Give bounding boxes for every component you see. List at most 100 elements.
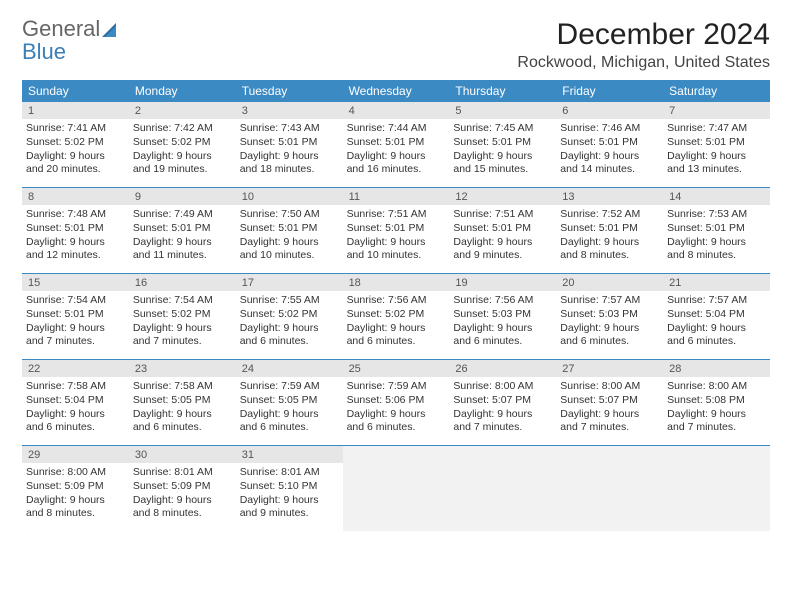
calendar-cell: 29Sunrise: 8:00 AMSunset: 5:09 PMDayligh… bbox=[22, 445, 129, 531]
sunrise-line: Sunrise: 8:00 AM bbox=[453, 380, 552, 394]
daylight-line: Daylight: 9 hours and 7 minutes. bbox=[560, 408, 659, 435]
daylight-line: Daylight: 9 hours and 6 minutes. bbox=[133, 408, 232, 435]
day-number: 16 bbox=[129, 274, 236, 291]
sunset-line: Sunset: 5:05 PM bbox=[240, 394, 339, 408]
calendar-cell: 30Sunrise: 8:01 AMSunset: 5:09 PMDayligh… bbox=[129, 445, 236, 531]
daylight-line: Daylight: 9 hours and 6 minutes. bbox=[240, 322, 339, 349]
calendar-cell: 25Sunrise: 7:59 AMSunset: 5:06 PMDayligh… bbox=[343, 359, 450, 445]
sunrise-line: Sunrise: 7:42 AM bbox=[133, 122, 232, 136]
brand-part2: Blue bbox=[22, 39, 66, 64]
day-header: Wednesday bbox=[343, 80, 450, 101]
day-number: 12 bbox=[449, 188, 556, 205]
calendar-cell bbox=[343, 445, 450, 531]
day-number: 7 bbox=[663, 102, 770, 119]
sunset-line: Sunset: 5:01 PM bbox=[240, 136, 339, 150]
sunset-line: Sunset: 5:01 PM bbox=[667, 222, 766, 236]
sunrise-line: Sunrise: 7:41 AM bbox=[26, 122, 125, 136]
calendar-cell bbox=[449, 445, 556, 531]
calendar-cell: 28Sunrise: 8:00 AMSunset: 5:08 PMDayligh… bbox=[663, 359, 770, 445]
day-number: 5 bbox=[449, 102, 556, 119]
sunrise-line: Sunrise: 7:50 AM bbox=[240, 208, 339, 222]
calendar-cell: 9Sunrise: 7:49 AMSunset: 5:01 PMDaylight… bbox=[129, 187, 236, 273]
calendar-cell: 1Sunrise: 7:41 AMSunset: 5:02 PMDaylight… bbox=[22, 101, 129, 187]
daylight-line: Daylight: 9 hours and 6 minutes. bbox=[560, 322, 659, 349]
day-number: 4 bbox=[343, 102, 450, 119]
sunrise-line: Sunrise: 7:54 AM bbox=[26, 294, 125, 308]
sunset-line: Sunset: 5:04 PM bbox=[26, 394, 125, 408]
calendar-cell: 11Sunrise: 7:51 AMSunset: 5:01 PMDayligh… bbox=[343, 187, 450, 273]
calendar-cell: 31Sunrise: 8:01 AMSunset: 5:10 PMDayligh… bbox=[236, 445, 343, 531]
sunrise-line: Sunrise: 7:57 AM bbox=[560, 294, 659, 308]
daylight-line: Daylight: 9 hours and 7 minutes. bbox=[26, 322, 125, 349]
calendar-cell: 21Sunrise: 7:57 AMSunset: 5:04 PMDayligh… bbox=[663, 273, 770, 359]
calendar-cell: 19Sunrise: 7:56 AMSunset: 5:03 PMDayligh… bbox=[449, 273, 556, 359]
sunrise-line: Sunrise: 8:01 AM bbox=[133, 466, 232, 480]
brand-logo: General Blue bbox=[22, 18, 120, 63]
sunrise-line: Sunrise: 8:00 AM bbox=[560, 380, 659, 394]
calendar-cell: 18Sunrise: 7:56 AMSunset: 5:02 PMDayligh… bbox=[343, 273, 450, 359]
daylight-line: Daylight: 9 hours and 7 minutes. bbox=[133, 322, 232, 349]
daylight-line: Daylight: 9 hours and 20 minutes. bbox=[26, 150, 125, 177]
day-header: Sunday bbox=[22, 80, 129, 101]
daylight-line: Daylight: 9 hours and 10 minutes. bbox=[240, 236, 339, 263]
calendar-cell: 12Sunrise: 7:51 AMSunset: 5:01 PMDayligh… bbox=[449, 187, 556, 273]
sunset-line: Sunset: 5:01 PM bbox=[560, 136, 659, 150]
sunset-line: Sunset: 5:03 PM bbox=[560, 308, 659, 322]
calendar-cell: 16Sunrise: 7:54 AMSunset: 5:02 PMDayligh… bbox=[129, 273, 236, 359]
sunrise-line: Sunrise: 7:49 AM bbox=[133, 208, 232, 222]
sunrise-line: Sunrise: 8:01 AM bbox=[240, 466, 339, 480]
calendar-cell: 10Sunrise: 7:50 AMSunset: 5:01 PMDayligh… bbox=[236, 187, 343, 273]
sunrise-line: Sunrise: 7:55 AM bbox=[240, 294, 339, 308]
calendar-cell: 7Sunrise: 7:47 AMSunset: 5:01 PMDaylight… bbox=[663, 101, 770, 187]
calendar-cell: 13Sunrise: 7:52 AMSunset: 5:01 PMDayligh… bbox=[556, 187, 663, 273]
daylight-line: Daylight: 9 hours and 16 minutes. bbox=[347, 150, 446, 177]
sunrise-line: Sunrise: 7:43 AM bbox=[240, 122, 339, 136]
day-number: 17 bbox=[236, 274, 343, 291]
day-number: 3 bbox=[236, 102, 343, 119]
day-number: 27 bbox=[556, 360, 663, 377]
brand-sail-icon bbox=[102, 19, 120, 41]
sunset-line: Sunset: 5:09 PM bbox=[133, 480, 232, 494]
calendar-cell: 27Sunrise: 8:00 AMSunset: 5:07 PMDayligh… bbox=[556, 359, 663, 445]
sunset-line: Sunset: 5:04 PM bbox=[667, 308, 766, 322]
calendar-cell: 14Sunrise: 7:53 AMSunset: 5:01 PMDayligh… bbox=[663, 187, 770, 273]
daylight-line: Daylight: 9 hours and 11 minutes. bbox=[133, 236, 232, 263]
calendar-cell: 5Sunrise: 7:45 AMSunset: 5:01 PMDaylight… bbox=[449, 101, 556, 187]
day-number: 28 bbox=[663, 360, 770, 377]
sunrise-line: Sunrise: 7:56 AM bbox=[453, 294, 552, 308]
day-number: 8 bbox=[22, 188, 129, 205]
daylight-line: Daylight: 9 hours and 14 minutes. bbox=[560, 150, 659, 177]
daylight-line: Daylight: 9 hours and 8 minutes. bbox=[667, 236, 766, 263]
calendar-cell: 15Sunrise: 7:54 AMSunset: 5:01 PMDayligh… bbox=[22, 273, 129, 359]
sunset-line: Sunset: 5:01 PM bbox=[667, 136, 766, 150]
sunset-line: Sunset: 5:09 PM bbox=[26, 480, 125, 494]
brand-part1: General bbox=[22, 16, 100, 41]
day-number: 10 bbox=[236, 188, 343, 205]
calendar-cell: 2Sunrise: 7:42 AMSunset: 5:02 PMDaylight… bbox=[129, 101, 236, 187]
daylight-line: Daylight: 9 hours and 6 minutes. bbox=[667, 322, 766, 349]
sunset-line: Sunset: 5:01 PM bbox=[26, 222, 125, 236]
location-text: Rockwood, Michigan, United States bbox=[517, 54, 770, 72]
daylight-line: Daylight: 9 hours and 6 minutes. bbox=[240, 408, 339, 435]
calendar-cell: 17Sunrise: 7:55 AMSunset: 5:02 PMDayligh… bbox=[236, 273, 343, 359]
day-header: Tuesday bbox=[236, 80, 343, 101]
sunset-line: Sunset: 5:01 PM bbox=[453, 136, 552, 150]
day-number: 30 bbox=[129, 446, 236, 463]
day-header: Thursday bbox=[449, 80, 556, 101]
calendar-cell: 8Sunrise: 7:48 AMSunset: 5:01 PMDaylight… bbox=[22, 187, 129, 273]
daylight-line: Daylight: 9 hours and 12 minutes. bbox=[26, 236, 125, 263]
sunrise-line: Sunrise: 7:57 AM bbox=[667, 294, 766, 308]
day-number: 14 bbox=[663, 188, 770, 205]
calendar-cell: 22Sunrise: 7:58 AMSunset: 5:04 PMDayligh… bbox=[22, 359, 129, 445]
day-header: Saturday bbox=[663, 80, 770, 101]
sunset-line: Sunset: 5:01 PM bbox=[133, 222, 232, 236]
day-header: Friday bbox=[556, 80, 663, 101]
day-number: 2 bbox=[129, 102, 236, 119]
sunrise-line: Sunrise: 7:59 AM bbox=[240, 380, 339, 394]
daylight-line: Daylight: 9 hours and 10 minutes. bbox=[347, 236, 446, 263]
sunrise-line: Sunrise: 7:58 AM bbox=[133, 380, 232, 394]
day-number: 15 bbox=[22, 274, 129, 291]
sunrise-line: Sunrise: 7:54 AM bbox=[133, 294, 232, 308]
daylight-line: Daylight: 9 hours and 15 minutes. bbox=[453, 150, 552, 177]
daylight-line: Daylight: 9 hours and 8 minutes. bbox=[26, 494, 125, 521]
